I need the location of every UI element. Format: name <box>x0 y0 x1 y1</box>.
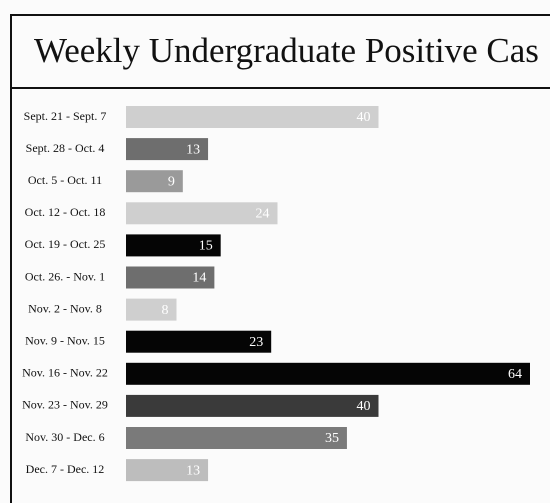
bar <box>126 138 209 161</box>
bar <box>126 330 272 353</box>
category-label: Nov. 23 - Nov. 29 <box>22 398 108 412</box>
bar <box>126 427 347 449</box>
bar <box>126 298 177 321</box>
bar <box>126 106 379 128</box>
category-label: Oct. 26. - Nov. 1 <box>25 269 105 283</box>
value-label: 8 <box>162 303 169 318</box>
value-label: 64 <box>508 367 522 382</box>
value-label: 35 <box>325 431 339 446</box>
category-label: Nov. 9 - Nov. 15 <box>25 333 105 347</box>
value-label: 23 <box>249 335 263 350</box>
bar <box>126 234 221 257</box>
category-label: Dec. 7 - Dec. 12 <box>26 462 105 476</box>
category-label: Oct. 12 - Oct. 18 <box>25 205 106 219</box>
value-label: 13 <box>186 142 200 157</box>
category-label: Nov. 16 - Nov. 22 <box>22 366 108 380</box>
category-label: Oct. 19 - Oct. 25 <box>25 237 106 251</box>
value-label: 24 <box>256 207 270 222</box>
chart-title: Weekly Undergraduate Positive Cas <box>34 31 539 70</box>
category-label: Sept. 21 - Sept. 7 <box>24 109 107 123</box>
value-label: 15 <box>199 239 213 254</box>
bar <box>126 202 278 225</box>
category-label: Oct. 5 - Oct. 11 <box>28 173 102 187</box>
bar <box>126 170 183 193</box>
bar <box>126 362 530 385</box>
value-label: 40 <box>357 399 371 414</box>
bar <box>126 459 209 482</box>
category-label: Nov. 30 - Dec. 6 <box>25 430 104 444</box>
bar <box>126 394 379 417</box>
value-label: 13 <box>186 463 200 478</box>
value-label: 40 <box>357 110 371 125</box>
category-label: Sept. 28 - Oct. 4 <box>26 141 105 155</box>
value-label: 9 <box>168 174 175 189</box>
value-label: 14 <box>192 271 206 286</box>
bar <box>126 266 215 289</box>
category-label: Nov. 2 - Nov. 8 <box>28 301 102 315</box>
